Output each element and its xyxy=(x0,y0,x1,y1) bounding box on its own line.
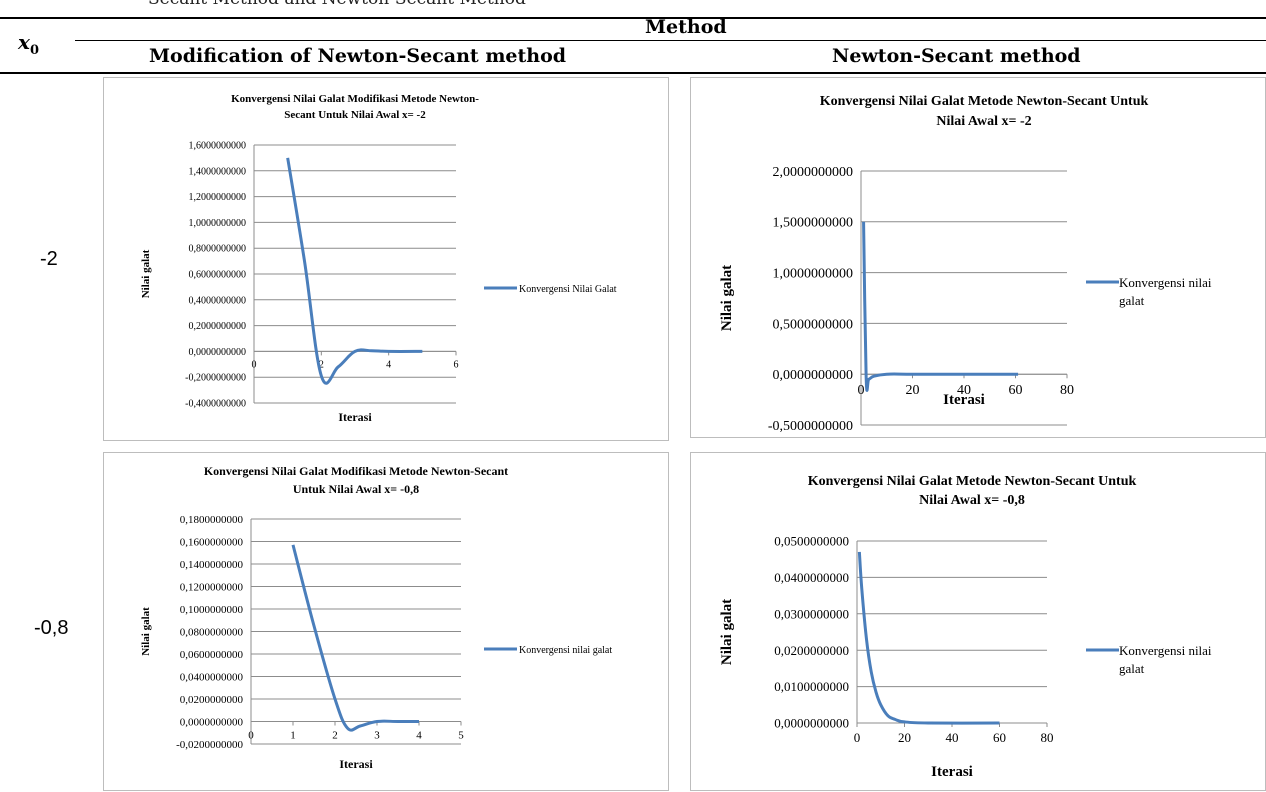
x-tick-label: 6 xyxy=(454,359,459,370)
y-tick-label: 0,0000000000 xyxy=(180,716,244,728)
x-tick-label: 80 xyxy=(1041,730,1054,745)
x-axis-title: Iterasi xyxy=(339,757,373,771)
y-tick-label: 0,0200000000 xyxy=(774,643,849,658)
chart-title-line: Untuk Nilai Awal x= -0,8 xyxy=(293,482,419,496)
y-tick-label: 0,6000000000 xyxy=(189,270,247,281)
x-tick-label: 2 xyxy=(332,730,338,742)
x-tick-label: 5 xyxy=(458,730,464,742)
legend-label: Konvergensi nilai galat xyxy=(519,645,612,656)
series-line xyxy=(286,157,423,385)
header-rule xyxy=(0,72,1266,74)
x-tick-label: 2 xyxy=(319,359,324,370)
legend-label: Konvergensi nilai xyxy=(1119,275,1212,290)
y-tick-label: 0,0600000000 xyxy=(180,649,244,661)
row-label-x0-neg08: -0,8 xyxy=(34,617,69,639)
chart-panel-modified-neg2: Konvergensi Nilai Galat Modifikasi Metod… xyxy=(103,77,669,441)
y-tick-label: 0,1800000000 xyxy=(180,514,244,526)
series-line xyxy=(291,544,419,732)
chart-panel-newton-neg08: Konvergensi Nilai Galat Metode Newton-Se… xyxy=(690,452,1266,791)
legend-label: Konvergensi nilai xyxy=(1119,643,1212,658)
y-tick-label: 0,2000000000 xyxy=(189,321,247,332)
y-tick-label: -0,4000000000 xyxy=(185,399,246,410)
series-line xyxy=(862,221,1019,392)
legend-label: Konvergensi Nilai Galat xyxy=(519,284,617,295)
x-tick-label: 0 xyxy=(854,730,861,745)
y-tick-label: -0,2000000000 xyxy=(185,373,246,384)
x-axis-title: Iterasi xyxy=(943,392,985,408)
x0-header: x0 xyxy=(18,30,39,58)
y-tick-label: 0,0500000000 xyxy=(774,534,849,549)
x-tick-label: 40 xyxy=(957,383,971,398)
y-axis-title: Nilai galat xyxy=(140,607,152,656)
chart-title-line: Konvergensi Nilai Galat Metode Newton-Se… xyxy=(808,474,1137,489)
x-tick-label: 60 xyxy=(993,730,1006,745)
x-tick-label: 20 xyxy=(906,383,920,398)
chart-title-line: Konvergensi Nilai Galat Modifikasi Metod… xyxy=(231,93,479,105)
method-rule xyxy=(75,40,1266,41)
chart-title-line: Nilai Awal x= -2 xyxy=(936,114,1031,129)
y-tick-label: 1,5000000000 xyxy=(773,216,854,231)
x-tick-label: 3 xyxy=(374,730,380,742)
y-tick-label: 0,0400000000 xyxy=(180,671,244,683)
y-tick-label: 2,0000000000 xyxy=(773,165,854,180)
chart-panel-modified-neg08: Konvergensi Nilai Galat Modifikasi Metod… xyxy=(103,452,669,791)
x-axis-title: Iterasi xyxy=(338,410,372,424)
y-tick-label: 1,4000000000 xyxy=(189,166,247,177)
x-tick-label: 20 xyxy=(898,730,911,745)
x-tick-label: 4 xyxy=(386,359,391,370)
y-axis-title: Nilai galat xyxy=(140,249,152,298)
series-line xyxy=(857,551,1000,725)
y-tick-label: 0,8000000000 xyxy=(189,244,247,255)
y-tick-label: 0,4000000000 xyxy=(189,295,247,306)
y-tick-label: 0,1200000000 xyxy=(180,581,244,593)
x-tick-label: 40 xyxy=(946,730,959,745)
chart-title-line: Konvergensi Nilai Galat Metode Newton-Se… xyxy=(820,94,1149,109)
y-tick-label: 0,0200000000 xyxy=(180,694,244,706)
y-tick-label: 0,1600000000 xyxy=(180,536,244,548)
x-tick-label: 60 xyxy=(1009,383,1023,398)
y-axis-title: Nilai galat xyxy=(719,265,735,331)
x-tick-label: 0 xyxy=(248,730,254,742)
y-axis-title: Nilai galat xyxy=(719,599,735,665)
y-tick-label: 1,6000000000 xyxy=(189,141,247,152)
x-tick-label: 1 xyxy=(290,730,296,742)
y-tick-label: 0,0400000000 xyxy=(774,570,849,585)
col-header-newton-secant: Newton-Secant method xyxy=(832,45,1081,67)
legend-label-cont: galat xyxy=(1119,293,1145,308)
x-axis-title: Iterasi xyxy=(931,764,973,780)
x-tick-label: 80 xyxy=(1060,383,1074,398)
x-tick-label: 0 xyxy=(252,359,257,370)
y-tick-label: 1,2000000000 xyxy=(189,192,247,203)
chart-title-line: Nilai Awal x= -0,8 xyxy=(919,493,1025,508)
method-header: Method xyxy=(645,16,727,38)
y-tick-label: 0,0100000000 xyxy=(774,679,849,694)
y-tick-label: 1,0000000000 xyxy=(773,267,854,282)
top-rule xyxy=(0,17,1266,19)
y-tick-label: 0,1000000000 xyxy=(180,604,244,616)
chart-title-line: Konvergensi Nilai Galat Modifikasi Metod… xyxy=(204,464,508,478)
y-tick-label: 0,0000000000 xyxy=(773,368,854,383)
y-tick-label: 0,0000000000 xyxy=(189,347,247,358)
col-header-modified: Modification of Newton-Secant method xyxy=(149,45,567,67)
y-tick-label: 0,1400000000 xyxy=(180,559,244,571)
legend-label-cont: galat xyxy=(1119,661,1145,676)
y-tick-label: 0,0800000000 xyxy=(180,626,244,638)
row-label-x0-neg2: -2 xyxy=(40,248,58,270)
x-tick-label: 0 xyxy=(858,383,865,398)
chart-panel-newton-neg2: Konvergensi Nilai Galat Metode Newton-Se… xyxy=(690,77,1266,438)
y-tick-label: 0,0300000000 xyxy=(774,606,849,621)
y-tick-label: 0,0000000000 xyxy=(774,716,849,731)
y-tick-label: 1,0000000000 xyxy=(189,218,247,229)
y-tick-label: -0,0200000000 xyxy=(176,739,243,751)
x-tick-label: 4 xyxy=(416,730,422,742)
y-tick-label: -0,5000000000 xyxy=(768,419,853,434)
y-tick-label: 0,5000000000 xyxy=(773,317,854,332)
chart-title-line: Secant Untuk Nilai Awal x= -2 xyxy=(284,109,426,121)
table-caption: Secant Method and Newton-Secant Method xyxy=(148,0,526,9)
